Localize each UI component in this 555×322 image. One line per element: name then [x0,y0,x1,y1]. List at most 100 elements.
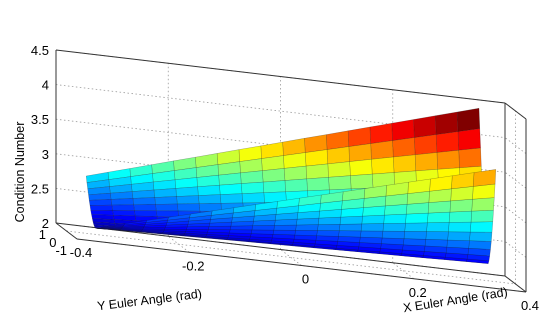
y-tick-label: -1 [55,243,67,258]
surface-patch [361,214,385,225]
axis-line [504,275,527,293]
surface-patch [112,210,136,217]
y-axis-label: Y Euler Angle (rad) [96,287,202,314]
surface-patch [154,196,178,205]
surface-patch [207,229,231,234]
surface-patch [186,226,210,230]
surface-patch [328,175,352,191]
surface-patch [381,237,405,245]
axis-line [55,222,506,277]
axis-line [55,222,78,240]
z-tick-label: 2 [42,216,49,231]
surface-patch [414,152,438,172]
surface-patch [318,216,341,225]
surface-patch [175,186,199,197]
surface-patch [406,202,429,215]
surface-patch [220,193,243,204]
surface-patch [327,161,351,178]
surface-patch [295,224,319,231]
surface-patch [315,235,339,242]
surface-patch [294,230,318,236]
surface-patch [360,230,384,239]
surface-patch [229,225,253,231]
z-tick-label: 2.5 [31,181,49,196]
surface-patch [133,204,157,211]
surface-patch [102,223,126,228]
axis-line [76,238,527,293]
surface-patch [427,200,451,214]
surface-patch [317,224,341,231]
surface-patch [316,230,340,237]
surface-patch [229,229,253,234]
surface-patch [370,140,394,160]
z-tick-label: 4 [42,78,49,93]
x-tick-label: 0.4 [521,298,539,313]
z-tick-label: 3 [42,147,49,162]
surface-patch [384,204,408,216]
surface-patch [284,178,308,192]
surface-patch [198,194,222,204]
surface-patch [446,239,470,249]
surface-patch [326,146,350,165]
surface-patch [414,134,438,155]
surface-patch [348,143,372,162]
surface-patch [448,210,472,223]
surface-patch [391,119,415,141]
surface-patch [155,203,179,212]
surface-patch [470,210,494,223]
gridline [392,262,414,280]
surface-patch [240,170,264,184]
x-tick-label: -0.4 [70,245,92,260]
surface-patch [177,203,201,212]
gridline [504,206,527,224]
surface-patch [305,149,328,167]
surface-patch [339,215,363,225]
surface-patch [339,223,362,232]
surface-patch [110,198,134,206]
y-tick-label: 0 [49,235,56,250]
surface-patch [404,222,428,232]
surface-patch [241,192,265,204]
surface-patch [134,210,158,217]
x-tick-label: 0.2 [409,285,427,300]
surface-patch [176,195,200,205]
surface-patch [349,159,373,176]
surface-patch [337,236,361,243]
surface-patch [305,163,329,180]
surface-patch [88,199,113,206]
surface-patch [359,236,383,244]
surface-patch [457,128,481,151]
surface-patch [392,137,416,158]
surface-patch [424,239,448,248]
surface-patch [468,240,492,250]
x-tick-label: 0 [302,272,309,287]
surface-patch [381,230,405,239]
surface-patch [448,221,472,233]
surface-patch [262,180,286,193]
surface-patch [251,225,275,231]
surface-patch [382,223,406,232]
surface-patch [153,188,177,198]
surface-patch [457,107,480,132]
surface-patch [283,152,307,169]
surface-patch [427,211,451,223]
surface-patch [219,183,243,195]
gridline [504,137,527,154]
surface-patch [383,213,407,224]
gridline [280,249,302,266]
surface-patch [131,189,155,199]
gridline [66,230,516,285]
surface-patch [426,222,450,232]
surface-patch [435,131,459,153]
surface-patch [371,156,395,175]
surface-patch [469,231,493,242]
surface-patch [347,126,371,147]
surface-patch [208,225,232,230]
z-axis-label: Condition Number [13,122,27,223]
surface-patch [458,147,482,168]
surface-mesh [86,107,496,264]
surface-patch [338,230,362,238]
surface-patch [393,154,416,173]
surface-patch [111,204,135,211]
